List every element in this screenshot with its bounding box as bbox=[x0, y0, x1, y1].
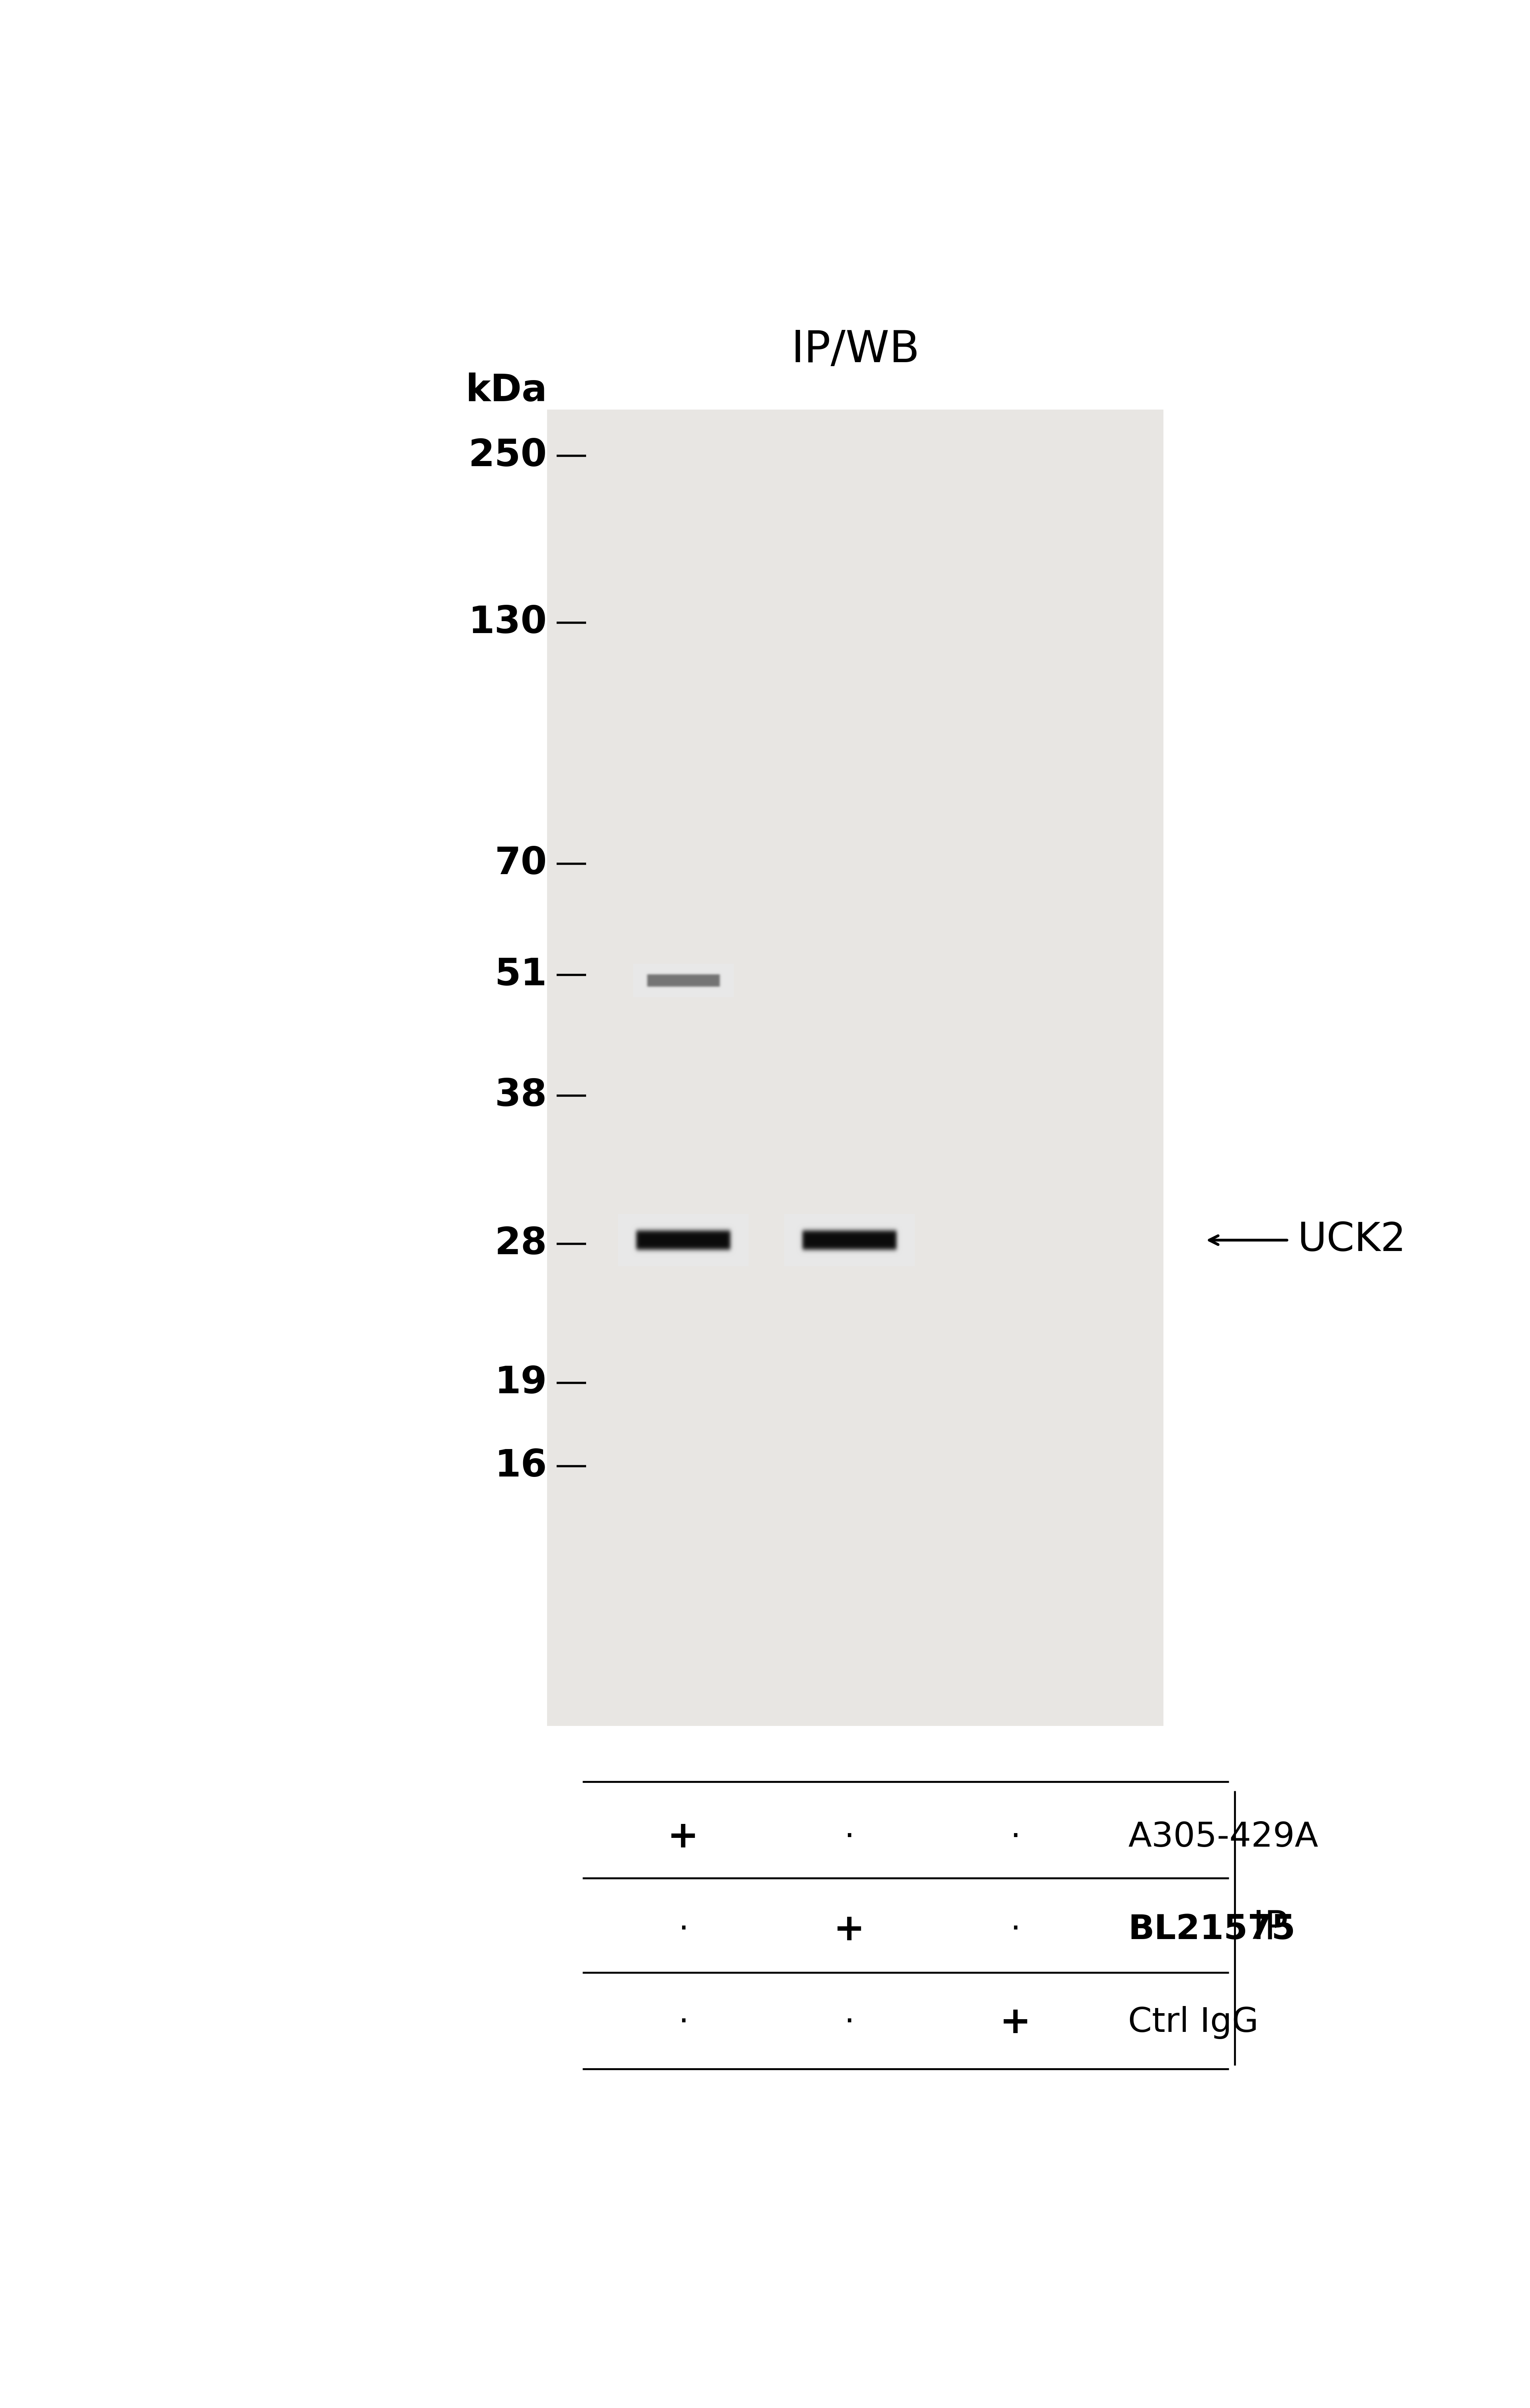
Text: ·: · bbox=[678, 2006, 689, 2040]
Text: 16: 16 bbox=[494, 1447, 548, 1486]
Text: kDa: kDa bbox=[465, 373, 548, 409]
Text: +: + bbox=[834, 1912, 864, 1948]
Bar bbox=[548, 409, 1163, 1727]
Text: +: + bbox=[999, 2003, 1031, 2042]
Text: +: + bbox=[667, 1818, 699, 1857]
Text: ·: · bbox=[1010, 1820, 1021, 1854]
Text: 19: 19 bbox=[494, 1365, 548, 1401]
Text: 51: 51 bbox=[494, 956, 548, 995]
Text: 70: 70 bbox=[494, 845, 548, 881]
Text: A305-429A: A305-429A bbox=[1128, 1820, 1319, 1854]
Text: UCK2: UCK2 bbox=[1297, 1221, 1406, 1259]
Text: 130: 130 bbox=[468, 604, 548, 641]
Text: IP: IP bbox=[1253, 1910, 1288, 1948]
Text: ·: · bbox=[1010, 1914, 1021, 1946]
Text: BL21575: BL21575 bbox=[1128, 1914, 1296, 1946]
Text: 38: 38 bbox=[494, 1076, 548, 1115]
Text: 250: 250 bbox=[468, 438, 548, 474]
Text: ·: · bbox=[845, 2006, 855, 2040]
Text: ·: · bbox=[845, 1820, 855, 1854]
Text: IP/WB: IP/WB bbox=[791, 330, 920, 371]
Text: 28: 28 bbox=[494, 1226, 548, 1262]
Text: Ctrl IgG: Ctrl IgG bbox=[1128, 2006, 1259, 2040]
Text: ·: · bbox=[678, 1914, 689, 1946]
